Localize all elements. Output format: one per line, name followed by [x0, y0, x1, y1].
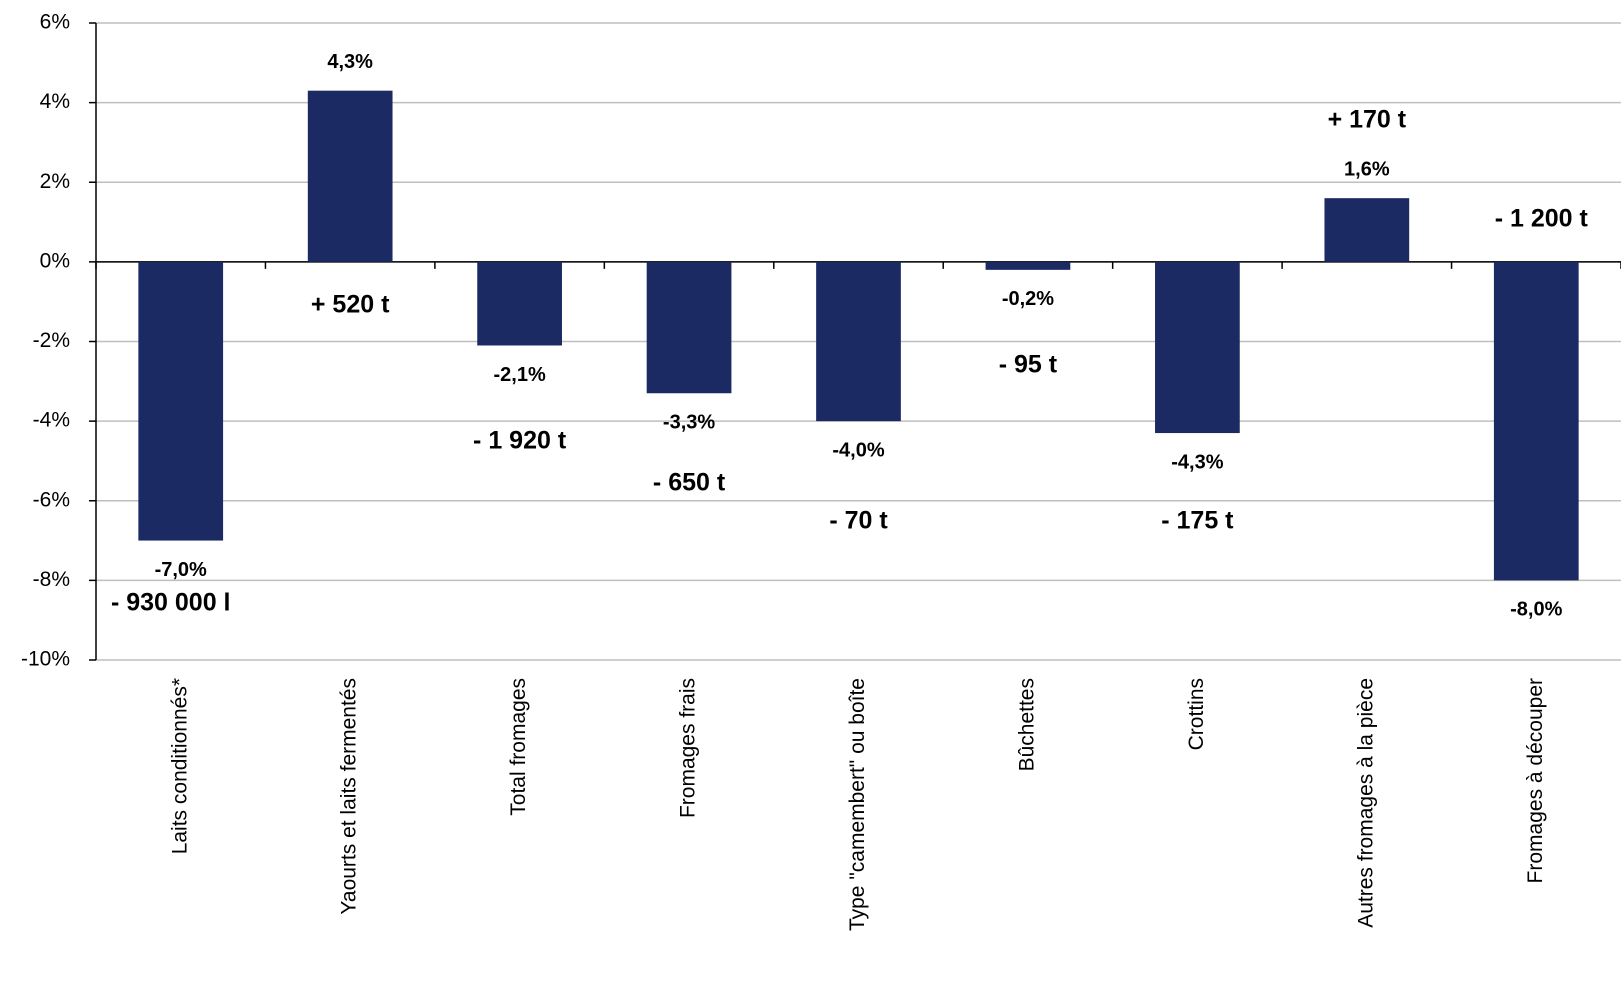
value-label: -8,0% [1510, 599, 1562, 621]
bar [1324, 198, 1410, 262]
annotation: - 70 t [829, 507, 888, 535]
x-tick-label: Crottins [1185, 678, 1208, 750]
x-tick-label: Fromages frais [677, 678, 700, 818]
y-tick-label: -2% [33, 329, 70, 352]
y-tick-label: 6% [40, 11, 70, 34]
bar [1155, 261, 1240, 434]
y-tick-label: -6% [33, 488, 70, 511]
value-label: -4,0% [832, 439, 884, 461]
annotation: - 1 920 t [473, 427, 567, 455]
x-tick-label: Fromages à découper [1524, 678, 1547, 883]
value-label: -3,3% [663, 412, 715, 434]
bar [816, 261, 901, 422]
annotation: - 1 200 t [1495, 205, 1589, 233]
annotation: + 170 t [1328, 106, 1407, 134]
y-tick-label: 0% [40, 249, 70, 272]
bar [477, 261, 562, 346]
annotation: - 930 000 l [111, 589, 231, 617]
bar [138, 261, 224, 541]
annotation: - 175 t [1161, 507, 1234, 535]
x-tick-label: Autres fromages à la pièce [1354, 678, 1377, 928]
x-tick-label: Bûchettes [1015, 678, 1038, 771]
bar [307, 90, 393, 262]
annotation: + 520 t [311, 291, 390, 319]
y-tick-label: -10% [21, 648, 70, 671]
y-tick-label: -8% [33, 568, 70, 591]
x-tick-label: Total fromages [507, 678, 530, 816]
value-label: -4,3% [1171, 451, 1223, 473]
x-tick-label: Laits conditionnés* [168, 678, 191, 854]
value-label: -2,1% [493, 364, 545, 386]
bar [985, 261, 1071, 270]
x-tick-label: Yaourts et laits fermentés [338, 678, 361, 915]
y-tick-label: 2% [40, 170, 70, 193]
value-label: 4,3% [327, 51, 373, 73]
annotation: - 95 t [999, 351, 1058, 379]
x-tick-label: Type "camembert" ou boîte [846, 678, 869, 931]
bar [646, 261, 732, 394]
annotation: - 650 t [653, 469, 726, 497]
value-label: -0,2% [1002, 288, 1054, 310]
y-tick-label: 4% [40, 90, 70, 113]
y-tick-label: -4% [33, 409, 70, 432]
bar [1493, 261, 1579, 581]
value-label: -7,0% [155, 559, 207, 581]
value-label: 1,6% [1344, 158, 1390, 180]
